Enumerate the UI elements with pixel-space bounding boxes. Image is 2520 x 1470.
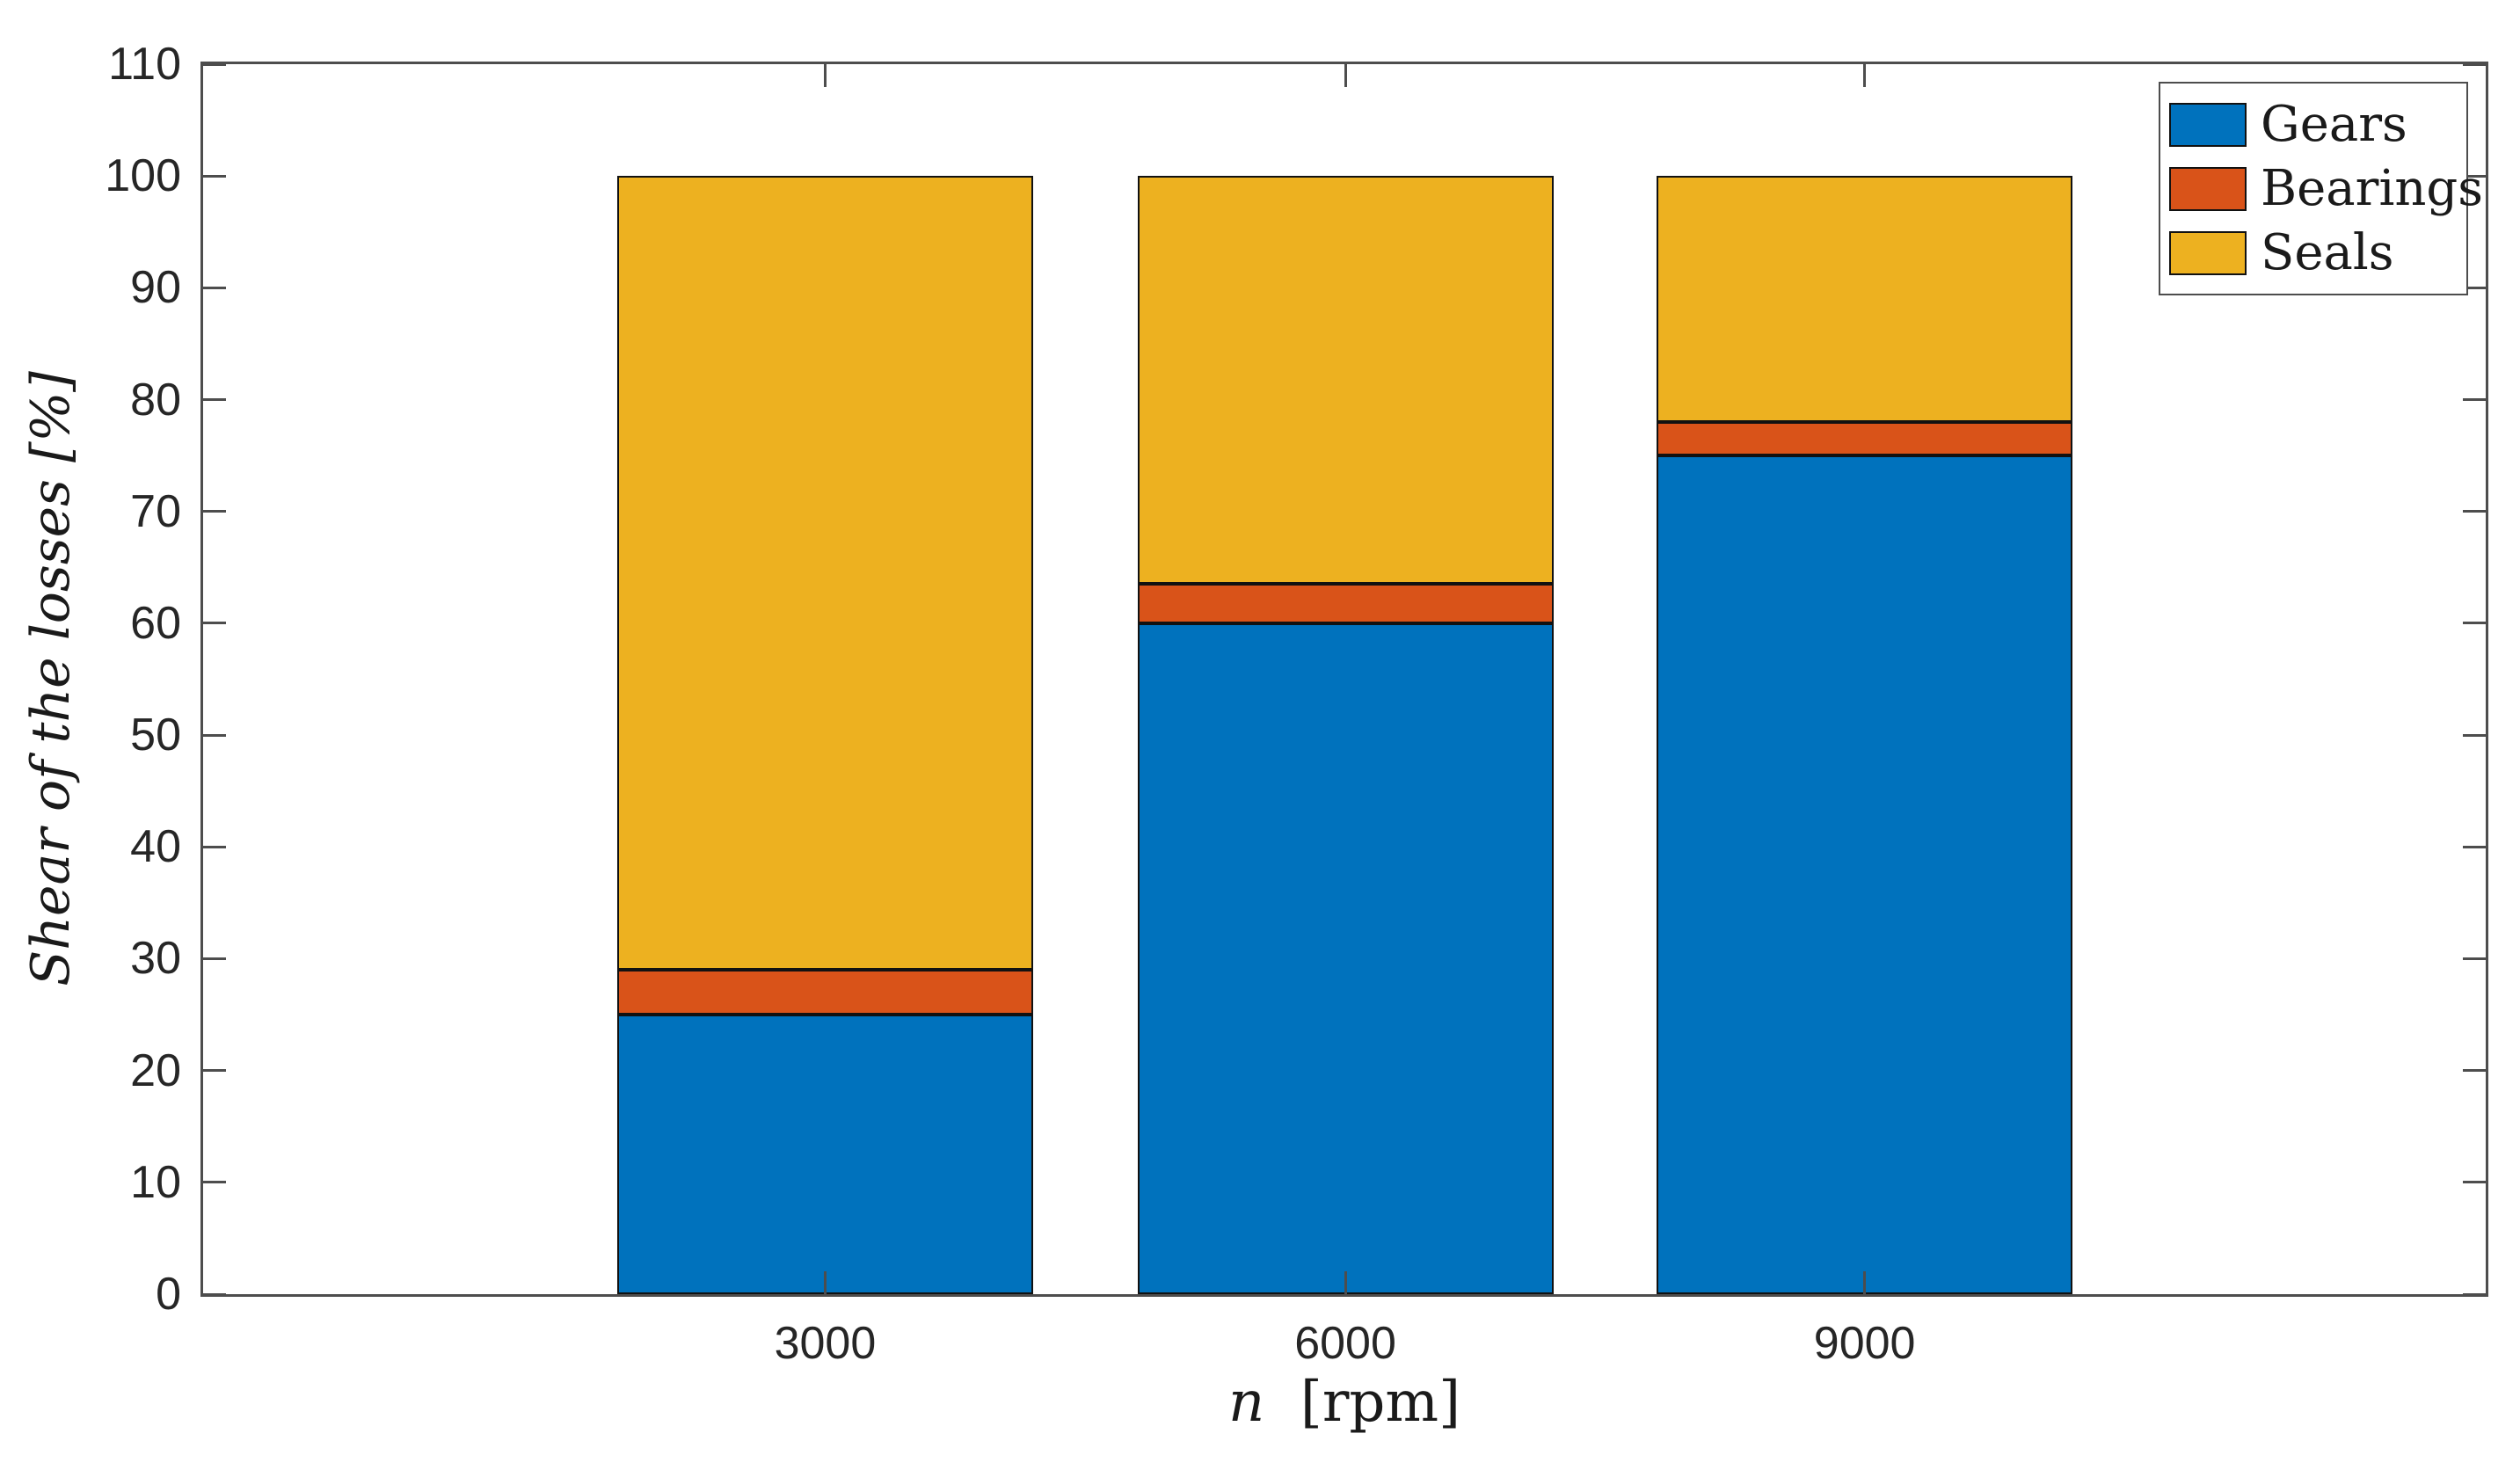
- x-tick-mark: [823, 1271, 827, 1294]
- legend-label: Gears: [2261, 96, 2407, 153]
- y-tick-label: 100: [105, 150, 181, 202]
- bar-3000: [616, 64, 1033, 1294]
- y-tick-label: 90: [130, 262, 181, 314]
- y-tick-mark: [2463, 845, 2486, 848]
- x-tick-mark: [823, 64, 827, 87]
- x-axis-label-variable: n: [1227, 1370, 1265, 1435]
- x-axis-label: n [rpm]: [817, 1370, 1872, 1435]
- x-axis-label-unit: [rpm]: [1300, 1370, 1461, 1435]
- y-tick-mark: [203, 845, 226, 848]
- legend-item-seals: Seals: [2160, 221, 2466, 285]
- bar-segment-gears: [1137, 622, 1554, 1294]
- bar-segment-bearings: [616, 970, 1033, 1015]
- bar-9000: [1657, 64, 2073, 1294]
- legend-swatch-gears: [2169, 102, 2247, 147]
- y-tick-mark: [203, 622, 226, 625]
- x-tick-label: 9000: [1813, 1318, 1916, 1369]
- y-tick-mark: [203, 398, 226, 402]
- y-tick-mark: [2463, 398, 2486, 402]
- legend-item-bearings: Bearings: [2160, 156, 2483, 221]
- y-tick-mark: [203, 1292, 226, 1296]
- y-tick-mark: [203, 1181, 226, 1184]
- y-tick-label: 50: [130, 710, 181, 761]
- bar-segment-seals: [1137, 176, 1554, 585]
- y-tick-mark: [203, 62, 226, 66]
- y-tick-mark: [2463, 62, 2486, 66]
- bar-segment-gears: [616, 1015, 1033, 1294]
- y-tick-label: 10: [130, 1156, 181, 1208]
- x-tick-mark: [1863, 1271, 1867, 1294]
- x-tick-mark: [1863, 64, 1867, 87]
- bar-segment-seals: [616, 176, 1033, 971]
- bar-segment-bearings: [1137, 584, 1554, 623]
- y-tick-mark: [2463, 733, 2486, 737]
- y-tick-mark: [203, 733, 226, 737]
- y-tick-label: 30: [130, 933, 181, 985]
- legend-label: Bearings: [2261, 160, 2484, 217]
- bar-segment-gears: [1657, 455, 2073, 1294]
- legend-label: Seals: [2261, 224, 2394, 281]
- y-tick-mark: [203, 286, 226, 289]
- y-tick-mark: [203, 957, 226, 960]
- x-tick-mark: [1344, 1271, 1347, 1294]
- y-tick-mark: [2463, 174, 2486, 178]
- y-tick-label: 110: [108, 39, 181, 90]
- legend: Gears Bearings Seals: [2159, 82, 2483, 295]
- legend-swatch-seals: [2169, 230, 2247, 275]
- x-tick-label: 3000: [774, 1318, 877, 1369]
- y-tick-mark: [2463, 1181, 2486, 1184]
- plot-inner: [203, 62, 2486, 1296]
- y-tick-label: 0: [156, 1269, 181, 1320]
- bar-6000: [1137, 64, 1554, 1294]
- y-tick-mark: [203, 1069, 226, 1073]
- y-tick-label: 70: [130, 485, 181, 537]
- legend-item-gears: Gears: [2160, 92, 2466, 156]
- y-tick-label: 20: [130, 1044, 181, 1096]
- legend-swatch-bearings: [2169, 166, 2247, 211]
- x-tick-mark: [1344, 64, 1347, 87]
- y-tick-label: 80: [130, 374, 181, 426]
- y-axis-label: Shear of the losses [%]: [20, 371, 82, 986]
- y-tick-mark: [2463, 957, 2486, 960]
- y-tick-mark: [2463, 1069, 2486, 1073]
- y-tick-label: 60: [130, 597, 181, 649]
- bar-segment-seals: [1657, 176, 2073, 422]
- y-tick-mark: [2463, 510, 2486, 513]
- y-tick-label: 40: [130, 821, 181, 873]
- y-tick-mark: [2463, 622, 2486, 625]
- y-tick-mark: [2463, 286, 2486, 289]
- y-tick-mark: [203, 510, 226, 513]
- bar-segment-bearings: [1657, 422, 2073, 456]
- x-tick-label: 6000: [1294, 1318, 1396, 1369]
- y-tick-mark: [203, 174, 226, 178]
- y-tick-mark: [2463, 1292, 2486, 1296]
- plot-area: Gears Bearings Seals: [200, 62, 2488, 1297]
